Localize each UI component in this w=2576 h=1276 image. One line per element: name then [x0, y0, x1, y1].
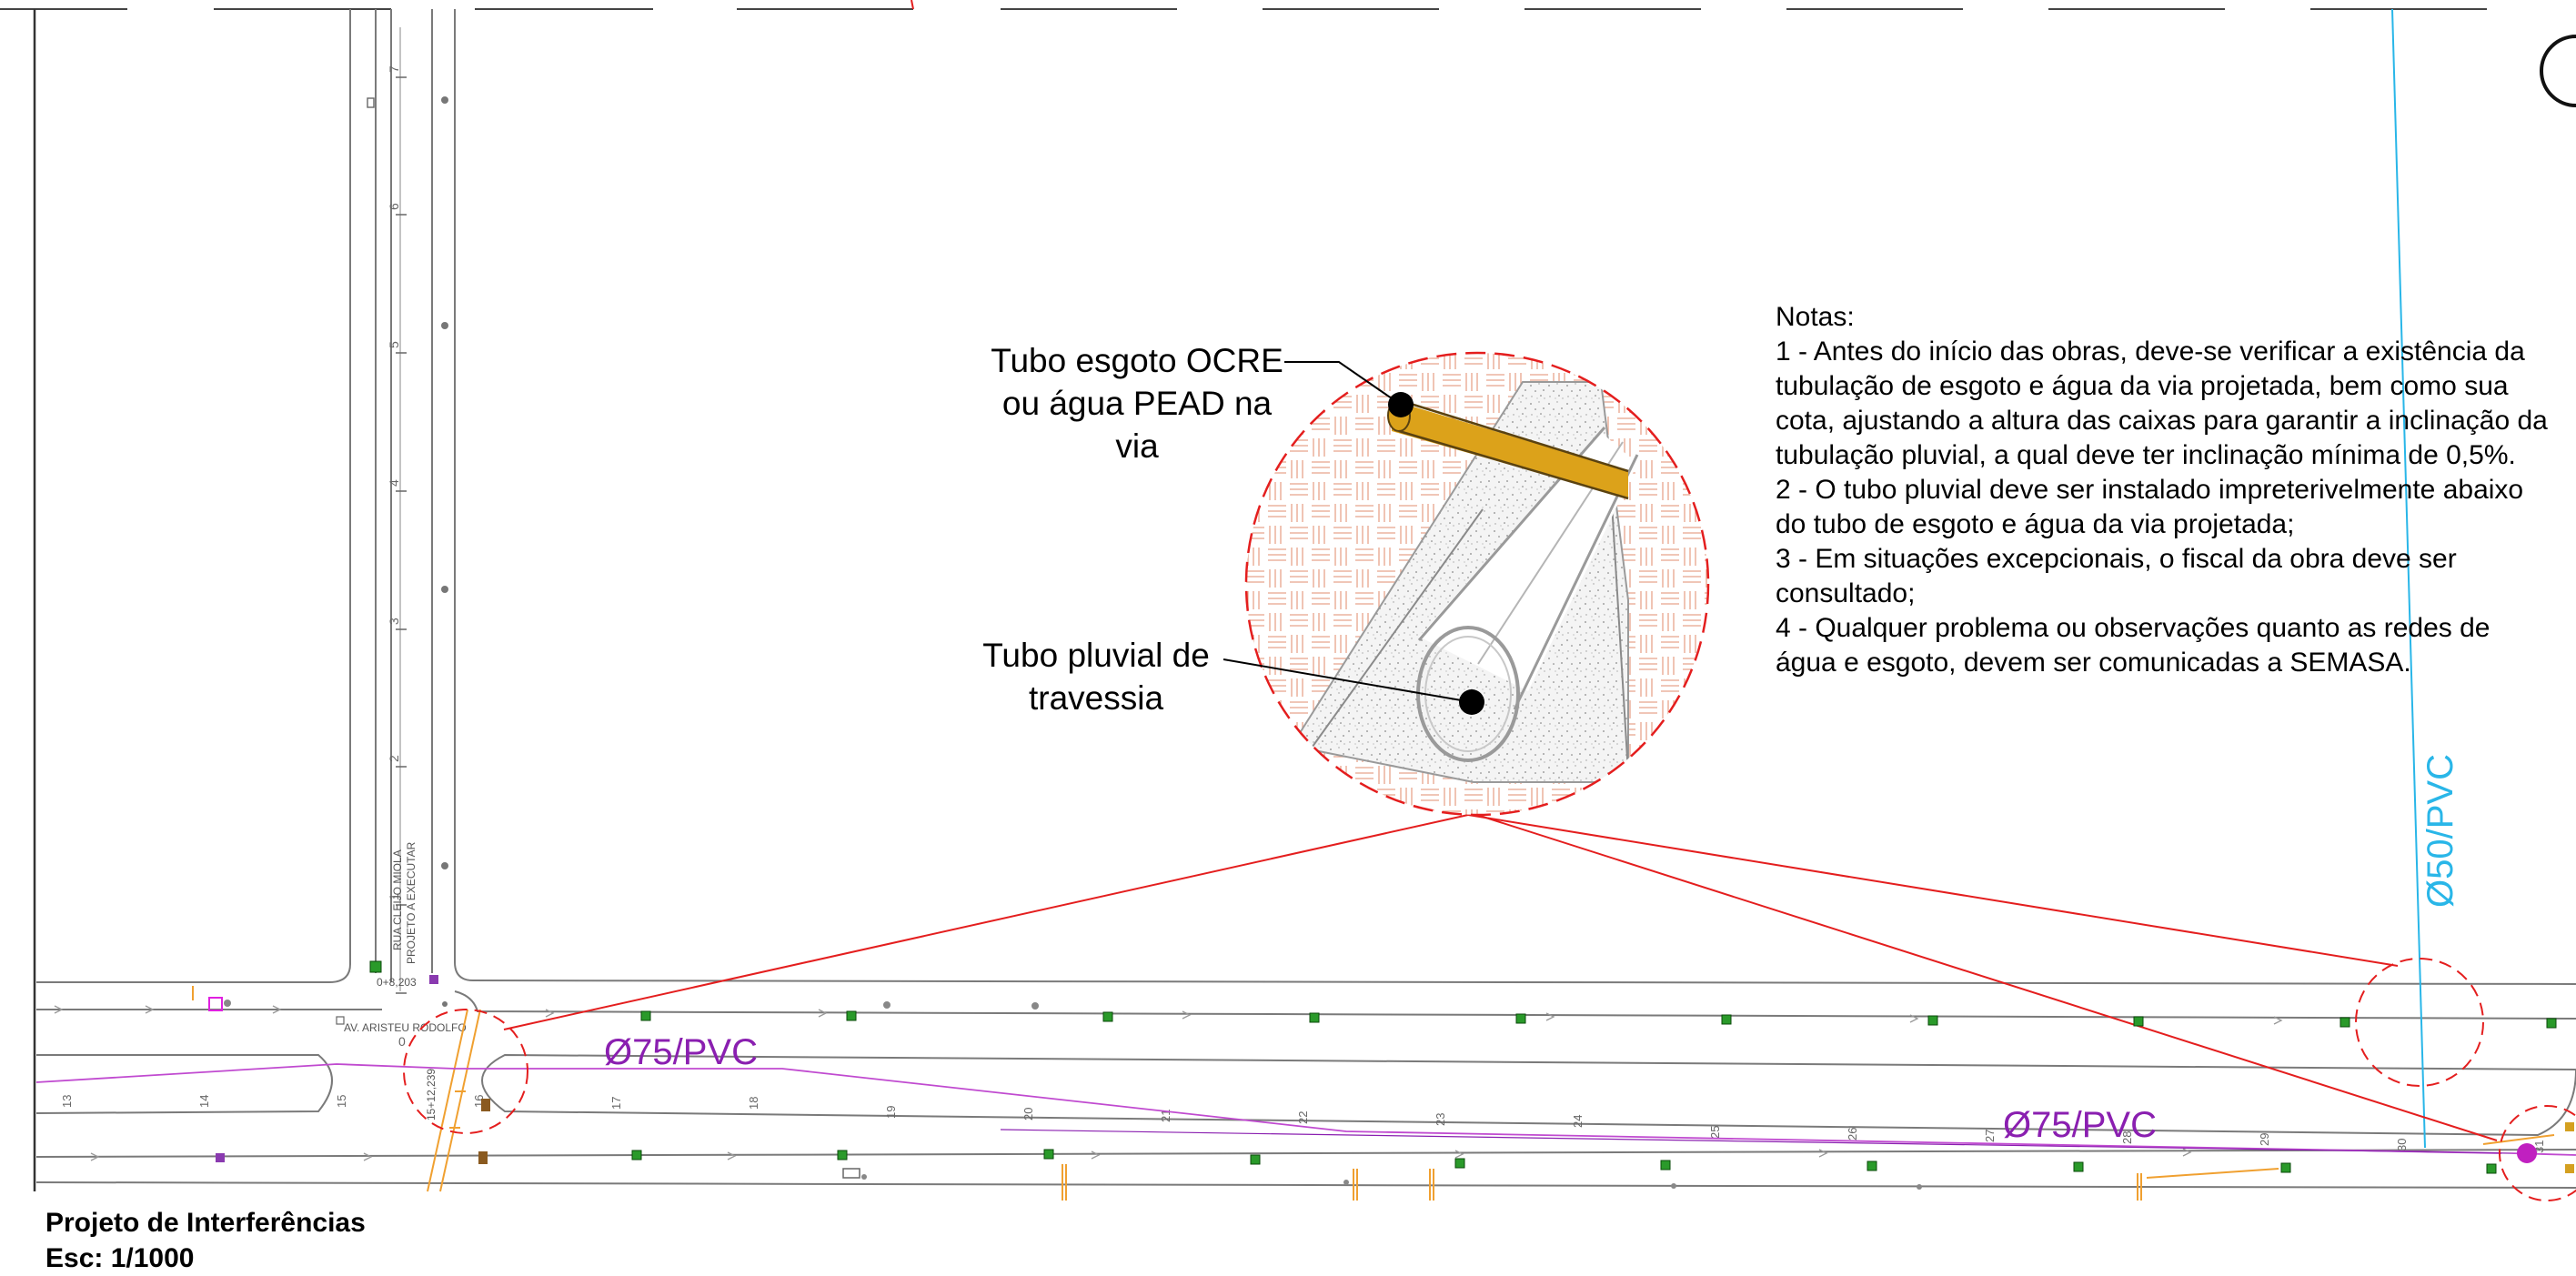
drawing-scale: Esc: 1/1000	[45, 1243, 195, 1273]
street-name-vertical: RUA CLEIJO MIOLA	[391, 849, 404, 950]
stake-label: 23	[1434, 1113, 1447, 1126]
stake-start-label: 0+8,203	[377, 976, 417, 989]
stake-label: 29	[2258, 1133, 2271, 1146]
water-valve-icon	[2517, 1143, 2537, 1163]
callout-line: Tubo esgoto OCRE	[991, 342, 1283, 379]
note-line: 1 - Antes do início das obras, deve-se v…	[1776, 337, 2525, 367]
drawing-title: Projeto de Interferências	[45, 1208, 366, 1238]
vertical-stake-label: 5	[387, 341, 401, 348]
north-arrow-icon	[2540, 35, 2576, 107]
note-line: água e esgoto, devem ser comunicadas a S…	[1776, 648, 2411, 678]
water-line-pvc50	[2391, 8, 2426, 1149]
stake-label: 18	[747, 1097, 760, 1110]
callout-sewer-pipe: Tubo esgoto OCRE ou água PEAD na via	[964, 339, 1310, 467]
note-line: tubulação de esgoto e água da via projet…	[1776, 371, 2509, 401]
callout-line: via	[1115, 427, 1159, 465]
vertical-stake-label: 2	[387, 755, 401, 762]
pipe-crossing-detail	[1246, 353, 1708, 815]
callout-line: Tubo pluvial de	[982, 637, 1210, 674]
stake-label: 22	[1296, 1111, 1310, 1124]
note-line: tubulação pluvial, a qual deve ter incli…	[1776, 440, 2516, 470]
stake-label: 27	[1983, 1130, 1997, 1142]
note-line: 3 - Em situações excepcionais, o fiscal …	[1776, 544, 2457, 574]
stake-label: 17	[609, 1097, 623, 1110]
stake-label: 30	[2395, 1139, 2409, 1151]
stake-label: 13	[60, 1095, 74, 1108]
vertical-stake-label: 7	[387, 65, 401, 73]
vertical-stake-label: 0	[398, 1034, 406, 1049]
note-line: do tubo de esgoto e água da via projetad…	[1776, 509, 2295, 539]
stake-label: 24	[1571, 1115, 1585, 1128]
note-line: consultado;	[1776, 578, 1916, 608]
vertical-stake-label: 3	[387, 618, 401, 625]
vertical-stake-label: 4	[387, 479, 401, 487]
street-name-horizontal: AV. ARISTEU RODOLFO	[344, 1021, 467, 1034]
stake-label: 14	[197, 1095, 211, 1108]
callout-line: ou água PEAD na	[1001, 385, 1273, 422]
storm-crossing-pipe	[192, 986, 2555, 1201]
detail-boundary	[1244, 351, 1710, 817]
note-line: 4 - Qualquer problema ou observações qua…	[1776, 613, 2490, 643]
vertical-street-stakes	[396, 76, 407, 994]
stake-label: 19	[884, 1106, 898, 1119]
stake-label: 25	[1708, 1126, 1722, 1139]
stake-label: 15	[335, 1095, 348, 1108]
notes-block: Notas: 1 - Antes do início das obras, de…	[1776, 300, 2576, 680]
stake-label: 20	[1021, 1108, 1035, 1120]
horizontal-stakes: 13 14 15 16 17 18 19 20 21 22 23 24 25 2…	[60, 1095, 2546, 1153]
interference-circles	[403, 958, 2576, 1201]
inspection-boxes	[369, 960, 2557, 1174]
pipe-label-pvc75-a: Ø75/PVC	[604, 1032, 758, 1072]
detail-leader-lines	[503, 814, 2498, 1141]
callout-storm-pipe: Tubo pluvial de travessia	[960, 634, 1233, 719]
vertical-stake-label: 6	[387, 203, 401, 210]
stake-crossing-label: 15+12,239	[425, 1069, 438, 1120]
pipe-label-pvc75-b: Ø75/PVC	[2003, 1105, 2157, 1145]
stake-label: 28	[2120, 1131, 2134, 1144]
callout-line: travessia	[1028, 679, 1164, 717]
vertical-stake-label: 1	[387, 893, 401, 900]
sewer-node-icon	[208, 997, 223, 1011]
notes-heading: Notas:	[1776, 302, 1855, 332]
pipe-label-pvc50: Ø50/PVC	[2420, 754, 2460, 908]
callout-leader-top	[1284, 361, 1402, 406]
note-line: 2 - O tubo pluvial deve ser instalado im…	[1776, 475, 2524, 505]
title-block: Projeto de Interferências Esc: 1/1000	[45, 1205, 366, 1276]
callout-leader-bottom	[1223, 658, 1473, 703]
street-subtitle-vertical: PROJETO A EXECUTAR	[405, 841, 418, 964]
stake-label: 26	[1846, 1128, 1859, 1140]
note-line: cota, ajustando a altura das caixas para…	[1776, 406, 2548, 436]
vertical-street	[36, 9, 2576, 991]
